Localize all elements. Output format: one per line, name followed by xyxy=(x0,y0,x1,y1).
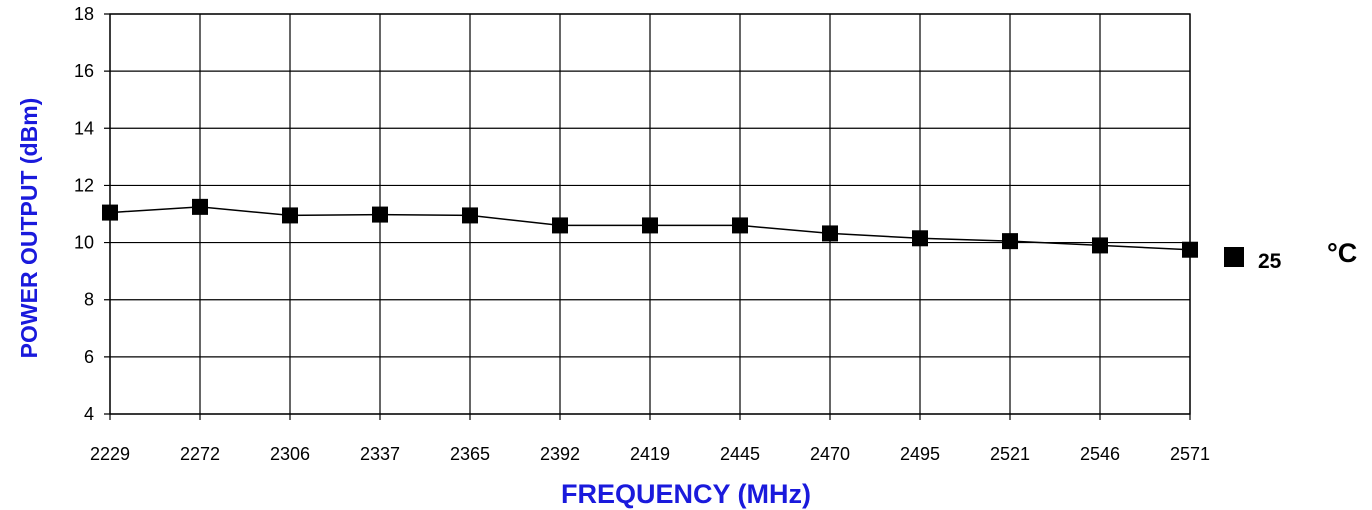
x-tick-label: 2365 xyxy=(450,444,490,464)
x-tick-label: 2229 xyxy=(90,444,130,464)
y-tick-labels: 4 6 8 10 12 14 16 18 xyxy=(74,4,94,424)
x-tick-label: 2546 xyxy=(1080,444,1120,464)
data-point-marker xyxy=(1092,237,1108,254)
x-tick-label: 2571 xyxy=(1170,444,1210,464)
x-tick-label: 2470 xyxy=(810,444,850,464)
y-axis-title: POWER OUTPUT (dBm) xyxy=(16,98,42,359)
y-tick-label: 16 xyxy=(74,61,94,81)
data-point-marker xyxy=(642,217,658,234)
data-point-marker xyxy=(372,206,388,223)
x-tick-label: 2445 xyxy=(720,444,760,464)
data-point-marker xyxy=(732,217,748,234)
data-point-marker xyxy=(1182,241,1198,258)
x-axis-title: FREQUENCY (MHz) xyxy=(561,479,811,509)
legend-unit: °C xyxy=(1327,238,1357,268)
data-point-marker xyxy=(1002,233,1018,250)
data-point-marker xyxy=(552,217,568,234)
y-tick-label: 14 xyxy=(74,118,94,138)
y-tick-label: 4 xyxy=(84,404,94,424)
x-tick-label: 2521 xyxy=(990,444,1030,464)
y-tick-label: 12 xyxy=(74,175,94,195)
x-tick-label: 2272 xyxy=(180,444,220,464)
x-tick-labels: 2229 2272 2306 2337 2365 2392 2419 2445 2470 2495… xyxy=(90,444,1210,464)
x-tick-label: 2419 xyxy=(630,444,670,464)
x-tick-label: 2495 xyxy=(900,444,940,464)
data-point-marker xyxy=(462,207,478,224)
data-point-marker xyxy=(102,204,118,221)
data-point-marker xyxy=(192,198,208,215)
legend: 25 °C xyxy=(1224,238,1357,273)
grid-lines xyxy=(104,13,1191,420)
y-tick-label: 8 xyxy=(84,290,94,310)
y-tick-label: 6 xyxy=(84,347,94,367)
x-tick-label: 2337 xyxy=(360,444,400,464)
data-point-marker xyxy=(912,230,928,247)
legend-marker xyxy=(1224,247,1244,267)
x-tick-label: 2306 xyxy=(270,444,310,464)
data-point-marker xyxy=(282,207,298,224)
y-tick-label: 18 xyxy=(74,4,94,24)
legend-label: 25 xyxy=(1258,250,1282,273)
y-tick-label: 10 xyxy=(74,233,94,253)
x-tick-label: 2392 xyxy=(540,444,580,464)
series-25 xyxy=(102,198,1198,258)
data-point-marker xyxy=(822,225,838,242)
